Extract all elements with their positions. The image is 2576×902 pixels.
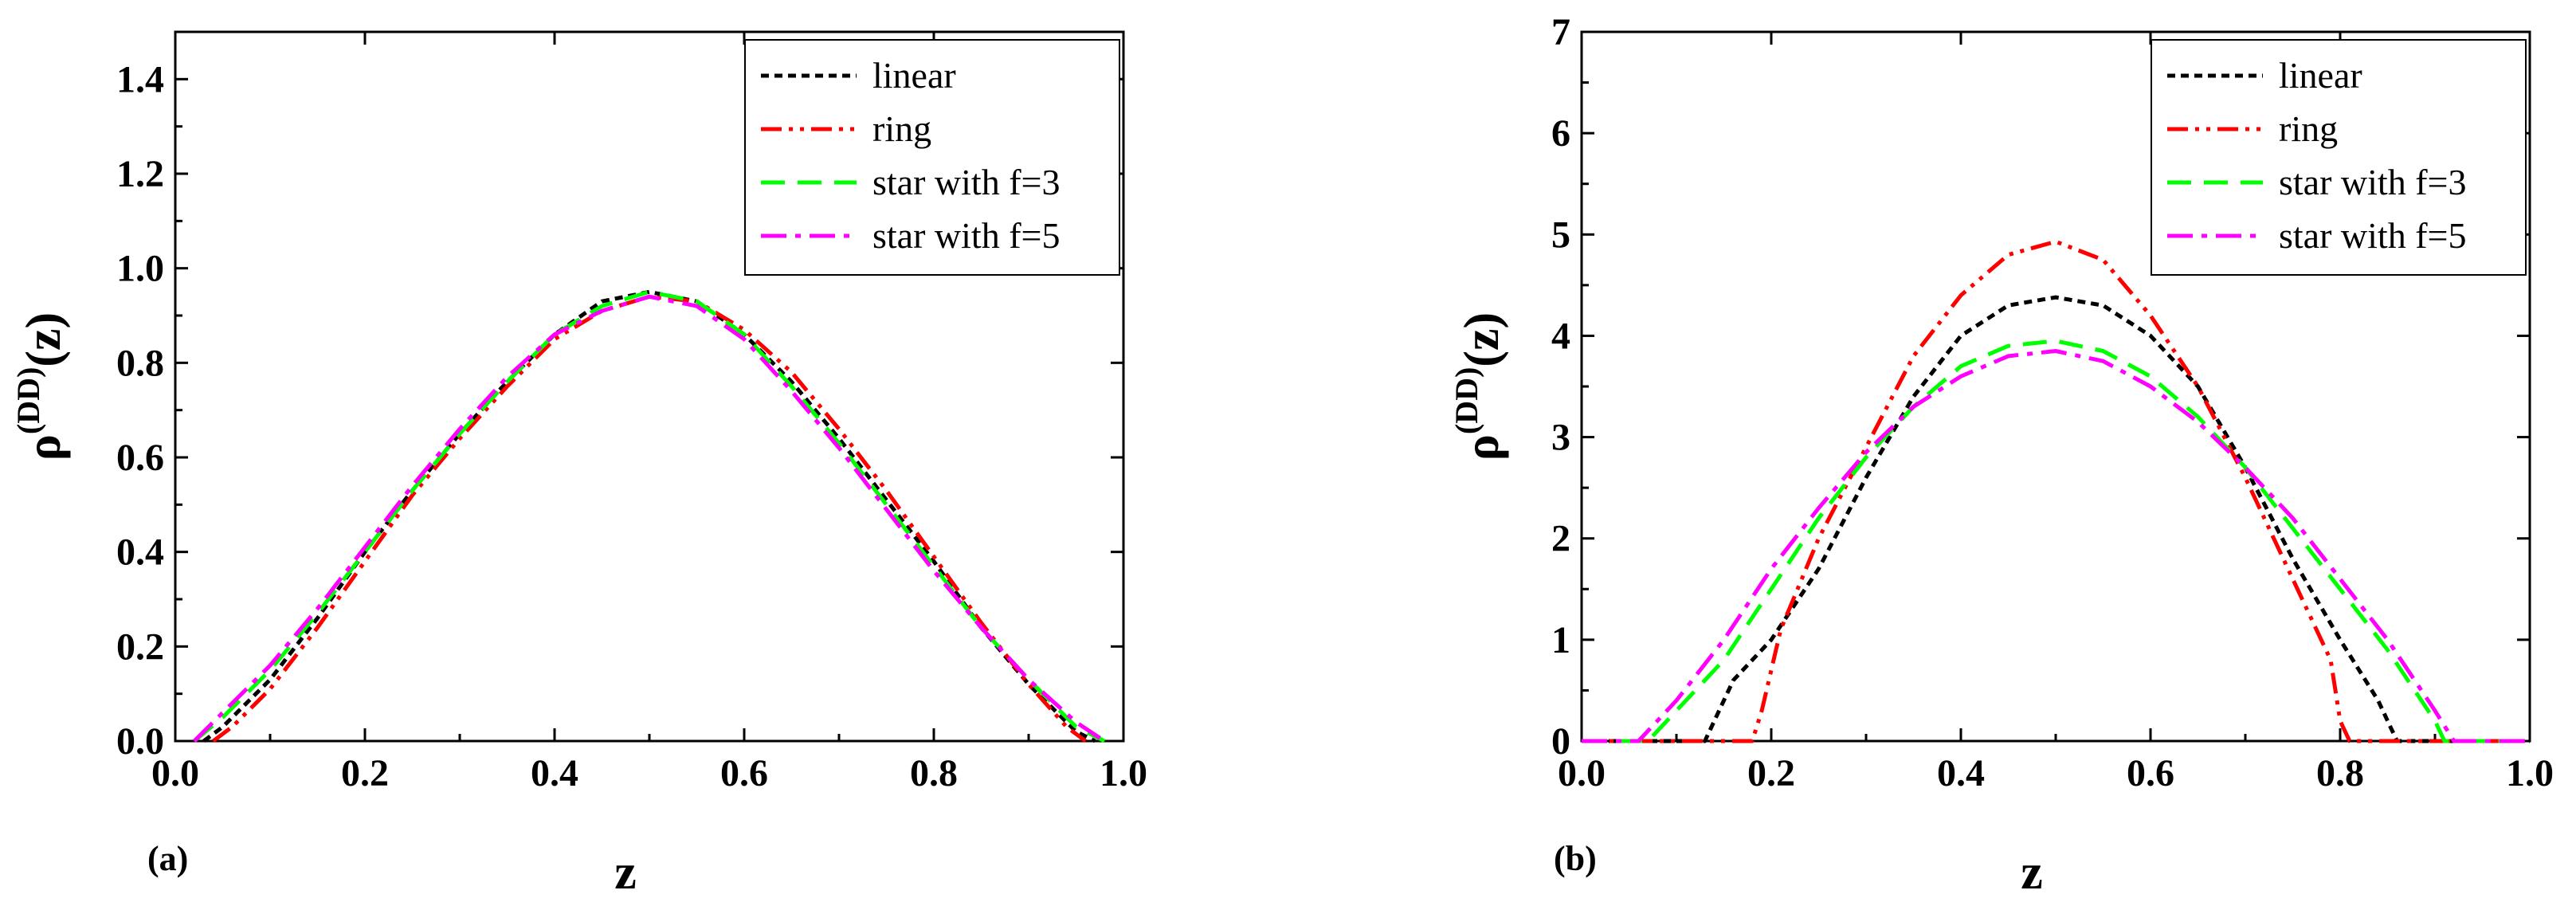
y-axis-title: ρ(DD)(z)	[1449, 312, 1509, 461]
x-tick-label: 0.0	[151, 752, 199, 794]
panel-label: (a)	[147, 839, 188, 878]
x-tick-label: 0.6	[720, 752, 768, 794]
panel-label: (b)	[1554, 839, 1597, 878]
y-axis-title-base: ρ	[1455, 434, 1509, 461]
x-tick-label: 0.2	[1747, 752, 1795, 794]
series-line-linear	[1582, 295, 2530, 743]
x-tick-label: 0.8	[2316, 752, 2364, 794]
x-tick-label: 1.0	[2506, 752, 2554, 794]
series-line-ring	[212, 294, 1087, 743]
y-tick-label: 1.4	[116, 58, 164, 100]
x-tick-label: 0.8	[910, 752, 958, 794]
y-tick-label: 4	[1551, 315, 1570, 357]
y-axis-title-sup: (DD)	[1449, 367, 1484, 434]
x-tick-label: 0.4	[1937, 752, 1985, 794]
legend-box	[744, 39, 1120, 276]
series-line-star-with-f-5	[193, 294, 1106, 743]
series-line-star-with-f-3	[193, 289, 1106, 743]
series-line-linear	[202, 289, 1096, 743]
y-tick-label: 0.8	[116, 342, 164, 384]
legend-label: star with f=3	[2279, 162, 2466, 202]
legend: linear ring star with f=3 star with f=5	[2151, 39, 2527, 276]
series-line-star-with-f-5	[1582, 349, 2530, 743]
y-tick-label: 3	[1551, 417, 1570, 459]
x-tick-label: 0.0	[1558, 752, 1606, 794]
legend-label: ring	[872, 108, 931, 149]
y-axis-title: ρ(DD)(z)	[10, 312, 71, 461]
y-tick-label: 7	[1551, 11, 1570, 53]
legend-label: star with f=5	[2279, 215, 2466, 256]
x-tick-label: 1.0	[1100, 752, 1147, 794]
legend-label: linear	[2279, 55, 2362, 96]
x-axis-title: z	[614, 845, 637, 900]
chart-panel-a: 0.0 0.2 0.4 0.6 0.8 1.0 0.0 0.2 0.4 0.6 0.8 1.0 1.2 1…	[10, 30, 1147, 900]
legend-label: linear	[872, 55, 956, 96]
legend-label: ring	[2279, 108, 2338, 149]
y-tick-label: 0.4	[116, 531, 164, 574]
y-tick-label: 0.6	[116, 437, 164, 479]
x-tick-label: 0.6	[2127, 752, 2174, 794]
y-tick-label: 6	[1551, 112, 1570, 155]
series-line-ring	[1582, 239, 2530, 743]
legend-label: star with f=3	[872, 162, 1060, 202]
series-line-star-with-f-3	[1582, 339, 2530, 743]
y-axis-title-tail: (z)	[17, 312, 71, 367]
y-tick-label: 0.2	[116, 626, 164, 668]
legend-label: star with f=5	[872, 215, 1060, 256]
y-axis-title-base: ρ	[17, 434, 71, 461]
legend: linear ring star with f=3 star with f=5	[744, 39, 1120, 276]
y-tick-label: 5	[1551, 214, 1570, 256]
y-tick-label: 1.2	[116, 153, 164, 195]
y-tick-label: 2	[1551, 518, 1570, 560]
chart-panel-b: 0.0 0.2 0.4 0.6 0.8 1.0 0 1 2 3 4 5 6 7 linear ring star…	[1449, 11, 2554, 900]
y-tick-label: 0.0	[116, 720, 164, 763]
y-axis-title-sup: (DD)	[10, 367, 46, 434]
x-tick-label: 0.2	[341, 752, 389, 794]
x-tick-label: 0.4	[531, 752, 578, 794]
x-axis-title: z	[2021, 845, 2043, 900]
y-tick-label: 0	[1551, 720, 1570, 763]
y-tick-label: 1	[1551, 619, 1570, 661]
y-tick-label: 1.0	[116, 248, 164, 290]
legend-box	[2151, 39, 2527, 276]
y-axis-title-tail: (z)	[1455, 312, 1509, 367]
